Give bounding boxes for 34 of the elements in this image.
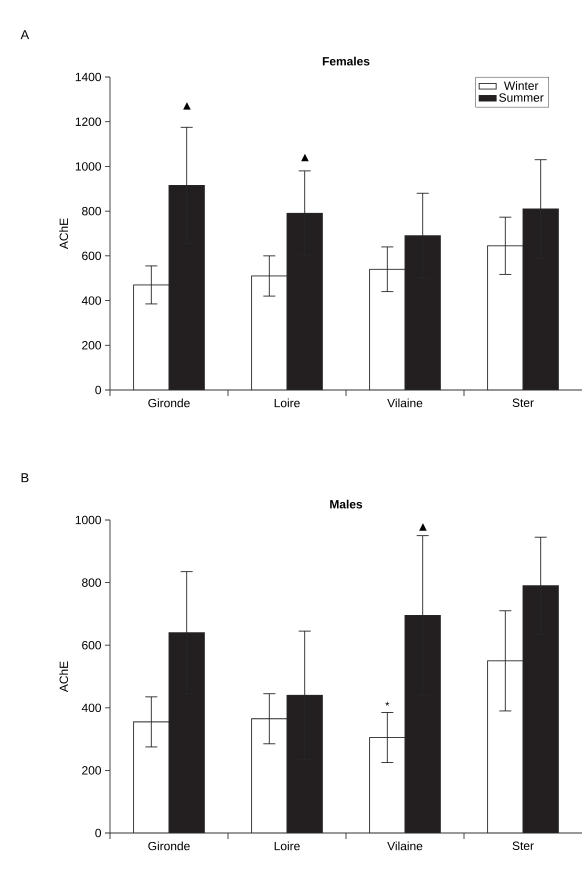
y-tick-label: 200 [82, 766, 102, 775]
annotation: ▲ [183, 102, 191, 110]
y-tick-label: 600 [82, 640, 102, 650]
y-axis-title: AChE [59, 218, 68, 250]
text: B [22, 473, 28, 482]
text: A [20, 30, 30, 40]
x-tick-label: Vilaine [387, 842, 422, 850]
annotation: ▲ [419, 523, 427, 531]
annotation: * [385, 702, 390, 706]
y-tick-label: 800 [82, 578, 102, 587]
x-tick-label: Gironde [148, 842, 190, 850]
y-tick-label: 1000 [76, 162, 102, 171]
chart-title: Males [330, 500, 362, 508]
y-tick-label: 0 [95, 386, 102, 394]
y-tick-label: 400 [82, 296, 102, 305]
x-tick-label: Gironde [148, 398, 190, 408]
y-tick-label: 0 [95, 828, 102, 838]
y-tick-label: 400 [82, 704, 102, 712]
legend-label: Summer [499, 93, 544, 102]
legend-label: Winter [504, 81, 538, 90]
y-tick-label: 600 [82, 252, 102, 260]
y-tick-label: 200 [82, 341, 102, 350]
y-axis-title: AChE [59, 661, 68, 692]
y-tick-label: 800 [82, 206, 102, 216]
x-tick-label: Vilaine [387, 398, 422, 408]
x-tick-label: Loire [274, 842, 300, 850]
y-tick-label: 1400 [76, 72, 102, 82]
y-tick-label: 1200 [76, 117, 102, 126]
x-tick-label: Ster [512, 842, 534, 850]
chart-title: Females [322, 56, 370, 66]
x-tick-label: Ster [512, 398, 534, 407]
annotation: ▲ [301, 154, 309, 162]
y-tick-label: 1000 [76, 516, 102, 524]
x-tick-label: Loire [274, 398, 300, 408]
